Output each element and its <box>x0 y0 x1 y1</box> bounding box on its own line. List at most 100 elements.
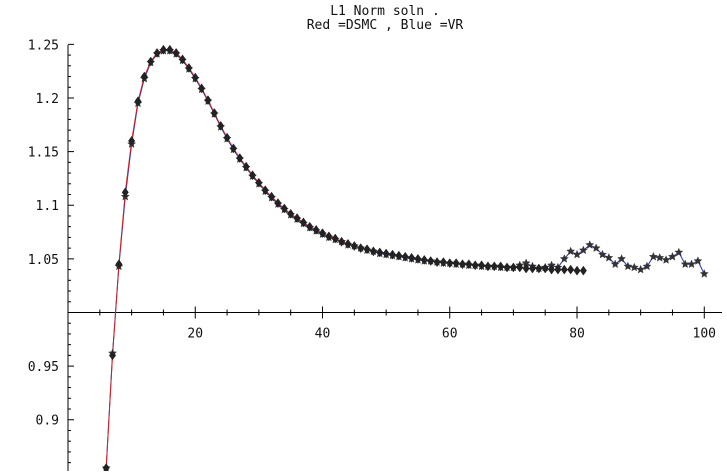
data-point-vr <box>687 259 697 269</box>
data-point-dsmc <box>567 264 575 275</box>
data-point-dsmc <box>172 48 180 58</box>
data-point-dsmc <box>217 120 225 131</box>
data-point-vr <box>572 249 582 259</box>
data-point-dsmc <box>299 217 307 228</box>
data-point-dsmc <box>153 48 161 58</box>
data-point-dsmc <box>287 208 295 219</box>
data-point-dsmc <box>579 265 587 276</box>
y-tick-label: 0.9 <box>36 414 59 429</box>
series-line-dsmc <box>105 49 584 469</box>
data-point-dsmc <box>268 191 276 202</box>
data-point-dsmc <box>548 264 556 275</box>
data-point-dsmc <box>465 259 473 270</box>
chart-title-line-2: Red =DSMC , Blue =VR <box>307 18 464 33</box>
series-markers-dsmc <box>102 44 587 471</box>
data-point-vr <box>591 243 601 252</box>
data-point-dsmc <box>420 255 428 265</box>
data-point-dsmc <box>490 261 498 272</box>
data-point-dsmc <box>471 260 479 271</box>
data-point-dsmc <box>497 261 505 272</box>
x-tick-label: 20 <box>187 326 203 341</box>
data-point-dsmc <box>109 350 117 361</box>
data-point-dsmc <box>573 265 581 276</box>
data-point-dsmc <box>134 96 142 107</box>
data-point-dsmc <box>484 261 492 272</box>
data-point-dsmc <box>191 72 199 83</box>
data-point-dsmc <box>522 263 530 274</box>
data-point-dsmc <box>293 213 301 224</box>
data-point-dsmc <box>344 238 352 249</box>
axes: 0.9 0.95 1.05 1.1 1.15 1.2 1.25 20 40 60 80 100 <box>28 38 722 472</box>
data-point-dsmc <box>140 71 148 82</box>
data-point-dsmc <box>478 260 486 271</box>
data-point-dsmc <box>198 83 206 94</box>
data-point-dsmc <box>185 63 193 73</box>
x-tick-label: 80 <box>569 326 585 341</box>
data-point-dsmc <box>280 203 288 214</box>
data-point-vr <box>578 245 588 255</box>
data-point-dsmc <box>159 44 167 55</box>
data-point-vr <box>629 262 639 272</box>
data-point-dsmc <box>427 256 435 266</box>
data-point-dsmc <box>395 250 403 261</box>
data-point-vr <box>597 249 607 259</box>
data-point-dsmc <box>376 247 384 258</box>
data-point-dsmc <box>509 262 517 273</box>
data-point-dsmc <box>560 264 568 275</box>
data-point-vr <box>680 259 690 269</box>
data-point-vr <box>667 251 677 261</box>
y-tick-label: 1.2 <box>36 92 59 107</box>
data-point-vr <box>693 256 703 265</box>
y-tick-label: 1.15 <box>28 146 59 161</box>
data-point-vr <box>617 254 627 263</box>
data-point-vr <box>566 246 576 256</box>
y-tick-label: 1.05 <box>28 253 59 268</box>
data-point-dsmc <box>369 246 377 257</box>
chart-title: L1 Norm soln .Red =DSMC , Blue =VR <box>307 4 464 33</box>
data-point-dsmc <box>452 258 460 269</box>
chart-title-line-1: L1 Norm soln . <box>330 4 440 19</box>
x-tick-label: 60 <box>442 326 458 341</box>
data-point-dsmc <box>541 263 549 274</box>
data-point-vr <box>636 264 646 274</box>
y-tick-label: 0.95 <box>28 360 59 375</box>
data-point-vr <box>648 251 658 261</box>
data-point-vr <box>623 261 633 271</box>
data-point-dsmc <box>414 253 422 264</box>
data-point-dsmc <box>236 153 244 163</box>
data-point-dsmc <box>210 108 218 118</box>
data-point-dsmc <box>446 258 454 269</box>
data-point-dsmc <box>242 161 250 172</box>
data-point-dsmc <box>179 54 187 65</box>
data-point-dsmc <box>338 236 346 247</box>
data-point-dsmc <box>102 463 110 471</box>
data-point-vr <box>642 261 652 271</box>
data-point-dsmc <box>535 263 543 274</box>
data-point-dsmc <box>350 241 358 251</box>
data-point-dsmc <box>331 233 339 244</box>
data-point-dsmc <box>401 251 409 262</box>
data-point-vr <box>585 240 595 249</box>
data-point-vr <box>610 259 620 269</box>
data-point-dsmc <box>229 143 237 154</box>
data-point-dsmc <box>274 198 282 209</box>
data-point-dsmc <box>388 249 397 260</box>
data-point-dsmc <box>516 262 524 273</box>
data-point-dsmc <box>439 257 447 268</box>
data-point-vr <box>674 247 684 257</box>
data-point-dsmc <box>382 248 390 259</box>
data-point-dsmc <box>121 187 129 198</box>
data-point-dsmc <box>306 221 314 232</box>
data-point-dsmc <box>261 185 269 196</box>
y-tick-label: 1.25 <box>28 38 59 53</box>
data-point-dsmc <box>128 135 136 146</box>
data-point-dsmc <box>554 264 562 275</box>
data-point-dsmc <box>319 228 327 239</box>
data-point-dsmc <box>357 243 365 254</box>
data-point-dsmc <box>503 262 511 273</box>
y-tick-label: 1.1 <box>36 199 59 214</box>
data-point-dsmc <box>408 252 416 263</box>
data-series <box>101 44 709 471</box>
